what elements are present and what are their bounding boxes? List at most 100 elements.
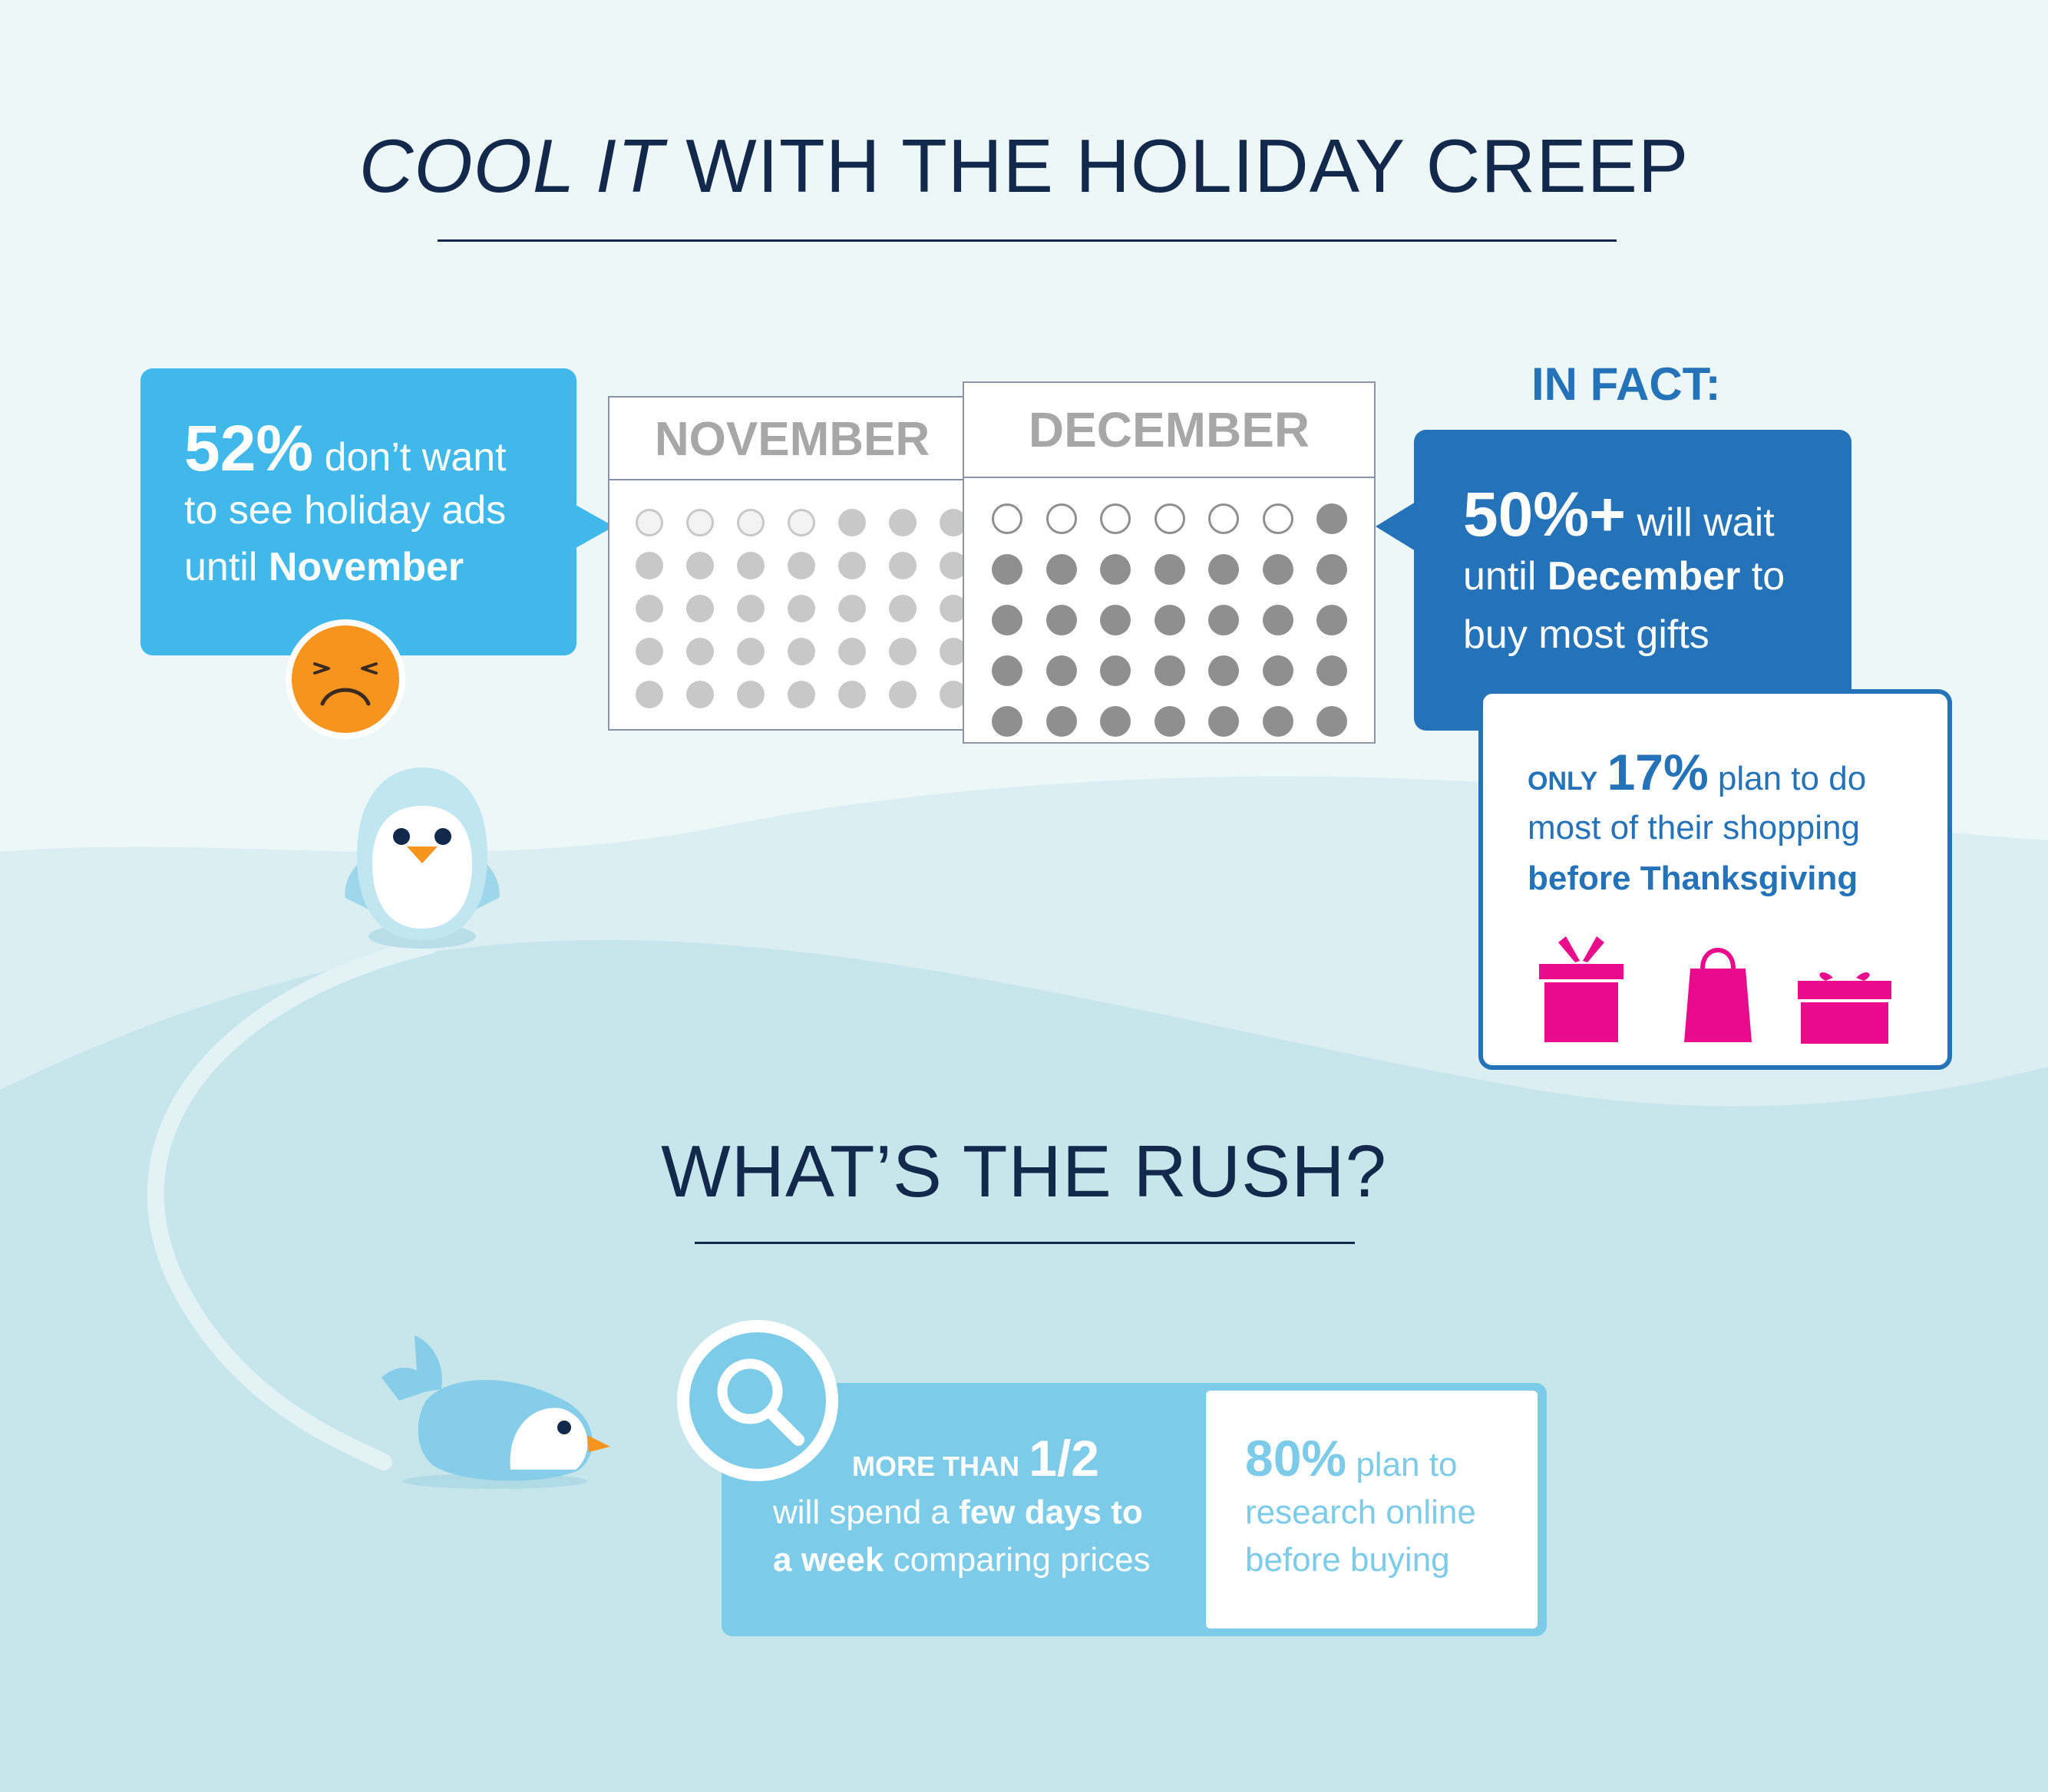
wait-line3: buy most gifts [1463, 612, 1709, 657]
calendar-day-dot [1100, 706, 1131, 737]
calendar-day-dot [1154, 605, 1185, 635]
calendar-day-dot [1316, 554, 1347, 585]
calendar-day-dot [1316, 605, 1347, 635]
calendar-day-dot [636, 552, 663, 579]
calendar-day-dot [992, 503, 1022, 534]
stat-17: 17% [1607, 744, 1709, 800]
research-line1: MORE THAN 1/2 [852, 1430, 1099, 1487]
calendar-day-dot [1154, 503, 1185, 534]
magnifier-badge-inner [689, 1332, 826, 1469]
online-line2: research online [1245, 1493, 1476, 1531]
calendar-day-dot [838, 552, 866, 579]
calendar-day-dot [992, 605, 1022, 635]
calendar-day-dot [686, 509, 714, 536]
calendar-day-dot [889, 552, 917, 579]
calendar-day-dot [737, 509, 765, 536]
calendar-day-dot [737, 638, 765, 665]
calendar-day-dot [1262, 706, 1293, 737]
callout-ads-line1: 52% don’t want [184, 412, 507, 484]
calendar-day-dot [1045, 605, 1077, 635]
calendar-november: NOVEMBER [608, 396, 976, 731]
calendar-day-dot [1262, 655, 1293, 686]
calendar-day-dot [686, 552, 714, 579]
calendar-day-dot [838, 638, 866, 665]
calendar-day-dot [1100, 605, 1131, 635]
section-title-rush: WHAT’S THE RUSH? [661, 1130, 1387, 1213]
calendar-day-dot [1045, 706, 1077, 737]
calendar-day-dot [838, 595, 866, 622]
calendar-day-dot [1316, 503, 1347, 534]
calendar-november-label: NOVEMBER [654, 413, 930, 466]
calendar-day-dot [1262, 605, 1293, 635]
calendar-day-dot [1316, 655, 1347, 686]
calendar-day-dot [636, 509, 663, 536]
standing-penguin [345, 767, 500, 949]
calendar-day-dot [889, 638, 917, 665]
section-title-holiday-creep: COOL IT WITH THE HOLIDAY CREEP [0, 123, 2048, 210]
calendar-day-dot [838, 681, 866, 708]
shopping-bag-icon [1684, 948, 1752, 1042]
stat-52: 52% [184, 412, 314, 484]
calendar-day-dot [636, 638, 663, 665]
online-line1: 80% plan to [1245, 1430, 1458, 1487]
sliding-penguin [382, 1335, 610, 1489]
research-line3: a week comparing prices [773, 1541, 1151, 1579]
calendar-day-dot [1045, 503, 1077, 534]
calendar-day-dot [1154, 655, 1185, 686]
calendar-day-dot [1208, 655, 1239, 686]
calendar-day-dot [636, 595, 663, 622]
calendar-day-dot [636, 681, 663, 708]
calendar-day-dot [737, 552, 765, 579]
calendar-day-dot [1208, 503, 1239, 534]
calendar-day-dot [1208, 706, 1239, 737]
in-fact-label: IN FACT: [1531, 358, 1721, 410]
calendar-day-dot [686, 595, 714, 622]
calendar-december-label: DECEMBER [1028, 402, 1310, 457]
calendar-day-dot [1100, 503, 1131, 534]
callout-ads-line3: until November [184, 545, 464, 589]
calendar-day-dot [788, 638, 815, 665]
calendar-day-dot [1262, 554, 1293, 585]
callout-ads-line2: to see holiday ads [184, 488, 507, 533]
calendar-day-dot [1316, 706, 1347, 737]
gift-box-icon [1539, 936, 1624, 1042]
calendar-day-dot [992, 706, 1022, 737]
angry-face-icon [286, 619, 405, 739]
calendar-day-dot [1045, 655, 1077, 686]
calendar-day-dot [788, 552, 815, 579]
callout-wait-december [1414, 430, 1851, 731]
calendar-december: DECEMBER [963, 381, 1376, 744]
only-line1: ONLY 17% plan to do [1528, 744, 1867, 800]
online-line3: before buying [1245, 1541, 1450, 1579]
only-line3: before Thanksgiving [1528, 860, 1858, 897]
calendar-day-dot [1100, 554, 1131, 585]
calendar-day-dot [737, 595, 765, 622]
calendar-day-dot [1100, 655, 1131, 686]
calendar-day-dot [1208, 605, 1239, 635]
callout-pointer-left [1376, 502, 1415, 551]
calendar-day-dot [1208, 554, 1239, 585]
calendar-day-dot [992, 655, 1022, 686]
title-rest: WITH THE HOLIDAY CREEP [663, 124, 1690, 208]
present-icon [1798, 972, 1891, 1044]
calendar-day-dot [838, 509, 866, 536]
title-emphasis: COOL IT [358, 124, 664, 208]
stat-80: 80% [1245, 1430, 1347, 1487]
calendar-day-dot [686, 681, 714, 708]
title-underline [438, 239, 1617, 242]
research-line2: will spend a few days to [773, 1493, 1143, 1531]
calendar-day-dot [686, 638, 714, 665]
calendar-day-dot [889, 595, 917, 622]
calendar-day-dot [992, 554, 1022, 585]
calendar-day-dot [889, 681, 917, 708]
wait-line2: until December to [1463, 554, 1785, 599]
calendar-day-dot [889, 509, 917, 536]
calendar-day-dot [1045, 554, 1077, 585]
online-research-box [1203, 1388, 1541, 1632]
stat-one-half: 1/2 [1029, 1430, 1099, 1487]
calendar-day-dot [788, 509, 815, 536]
calendar-day-dot [1154, 706, 1185, 737]
calendar-day-dot [788, 681, 815, 708]
stat-50-plus: 50%+ [1463, 480, 1627, 549]
callout-pointer [576, 505, 614, 548]
